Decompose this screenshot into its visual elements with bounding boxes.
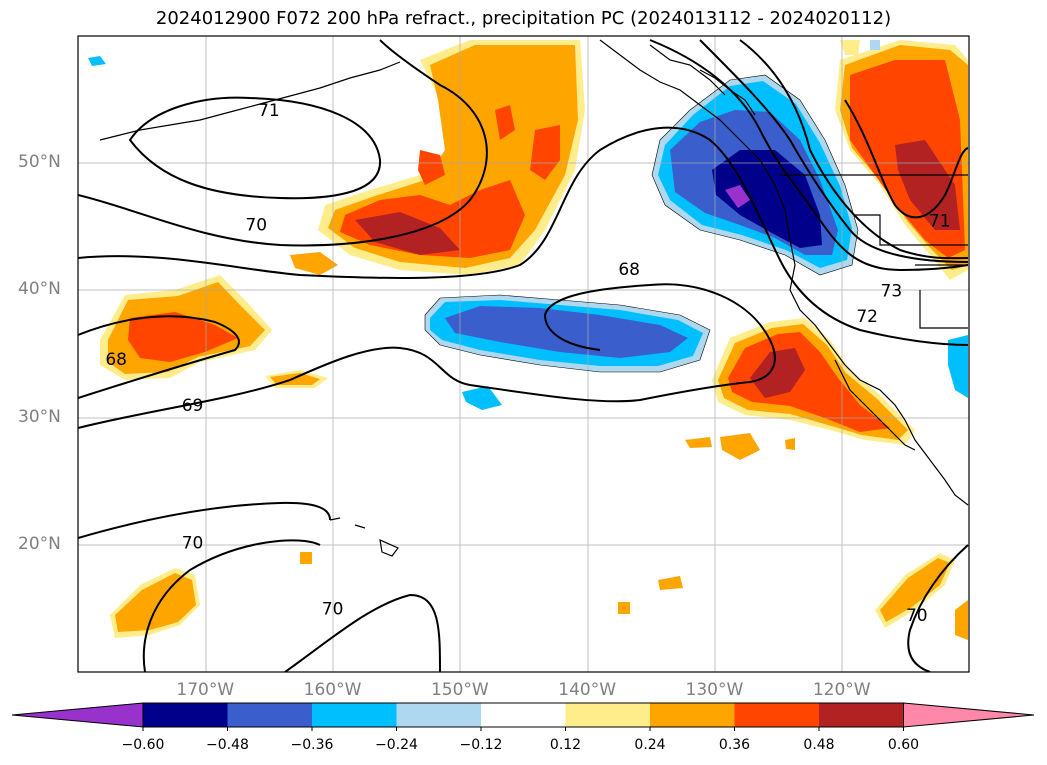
colorbar-swatch <box>143 703 228 727</box>
map-frame <box>77 35 970 673</box>
lon-tick-label: 130°W <box>685 680 744 700</box>
colorbar-swatch <box>312 703 397 727</box>
colorbar-extend-min <box>11 702 144 728</box>
lon-tick-label: 140°W <box>558 680 617 700</box>
colorbar-tick-label: −0.24 <box>375 737 418 753</box>
colorbar-tick-label: 0.12 <box>549 737 582 753</box>
refractivity-contours <box>78 39 969 672</box>
contour-label: 70 <box>245 215 267 235</box>
colorbar-tick-label: −0.36 <box>290 737 334 753</box>
lon-tick-label: 160°W <box>303 680 362 700</box>
contour-label: 71 <box>929 211 951 231</box>
colorbar-swatch <box>819 703 904 727</box>
lat-tick-label: 50°N <box>18 152 61 173</box>
colorbar-swatch <box>565 703 650 727</box>
colorbar-swatch <box>734 703 819 727</box>
lat-tick-label: 20°N <box>18 533 61 554</box>
contour-label: 68 <box>618 260 640 280</box>
contour-label: 70 <box>182 533 204 553</box>
colorbar-swatch <box>650 703 735 727</box>
shading-outlines <box>424 74 859 373</box>
contour-label: 73 <box>881 281 903 301</box>
colorbar-tick-label: 0.60 <box>887 737 920 753</box>
colorbar-tick-label: −0.12 <box>459 737 503 753</box>
precip-negative-shading <box>88 40 968 410</box>
colorbar-extend-max <box>903 702 1035 728</box>
contour-label: 69 <box>182 396 204 416</box>
lat-tick-label: 40°N <box>18 279 61 300</box>
lon-tick-label: 120°W <box>812 680 871 700</box>
colorbar <box>11 702 1035 731</box>
colorbar-swatch <box>227 703 312 727</box>
colorbar-swatch <box>396 703 481 727</box>
contour-label: 70 <box>322 599 344 619</box>
lat-tick-label: 30°N <box>18 406 61 427</box>
lon-tick-label: 150°W <box>430 680 489 700</box>
contour-label: 71 <box>258 101 280 121</box>
lon-tick-label: 170°W <box>176 680 235 700</box>
colorbar-tick-label: −0.48 <box>206 737 249 753</box>
map-title: 2024012900 F072 200 hPa refract., precip… <box>155 8 892 29</box>
colorbar-tick-label: 0.36 <box>718 737 751 753</box>
contour-label: 72 <box>856 307 878 327</box>
colorbar-outline <box>142 702 904 728</box>
graticule <box>78 36 969 672</box>
contour-label: 68 <box>105 350 127 370</box>
colorbar-tick-label: −0.60 <box>121 737 165 753</box>
colorbar-tick-label: 0.24 <box>634 737 666 753</box>
precip-positive-shading <box>100 40 968 640</box>
colorbar-swatch <box>481 703 566 727</box>
colorbar-tick-label: 0.48 <box>803 737 835 753</box>
contour-label: 70 <box>906 606 928 626</box>
